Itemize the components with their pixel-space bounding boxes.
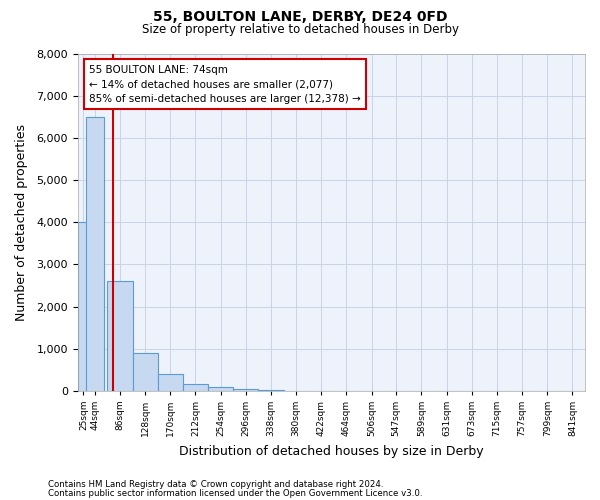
Y-axis label: Number of detached properties: Number of detached properties: [15, 124, 28, 321]
Text: Contains HM Land Registry data © Crown copyright and database right 2024.: Contains HM Land Registry data © Crown c…: [48, 480, 383, 489]
Bar: [208, 386, 233, 391]
Bar: [259, 390, 284, 391]
Bar: [107, 282, 133, 391]
Text: 55, BOULTON LANE, DERBY, DE24 0FD: 55, BOULTON LANE, DERBY, DE24 0FD: [153, 10, 447, 24]
Bar: [133, 353, 158, 391]
Bar: [158, 374, 183, 391]
Text: Size of property relative to detached houses in Derby: Size of property relative to detached ho…: [142, 22, 458, 36]
Text: Contains public sector information licensed under the Open Government Licence v3: Contains public sector information licen…: [48, 488, 422, 498]
Bar: [183, 384, 208, 391]
Bar: [233, 388, 259, 391]
X-axis label: Distribution of detached houses by size in Derby: Distribution of detached houses by size …: [179, 444, 484, 458]
Bar: [86, 117, 104, 391]
Text: 55 BOULTON LANE: 74sqm
← 14% of detached houses are smaller (2,077)
85% of semi-: 55 BOULTON LANE: 74sqm ← 14% of detached…: [89, 64, 361, 104]
Bar: [77, 222, 89, 391]
